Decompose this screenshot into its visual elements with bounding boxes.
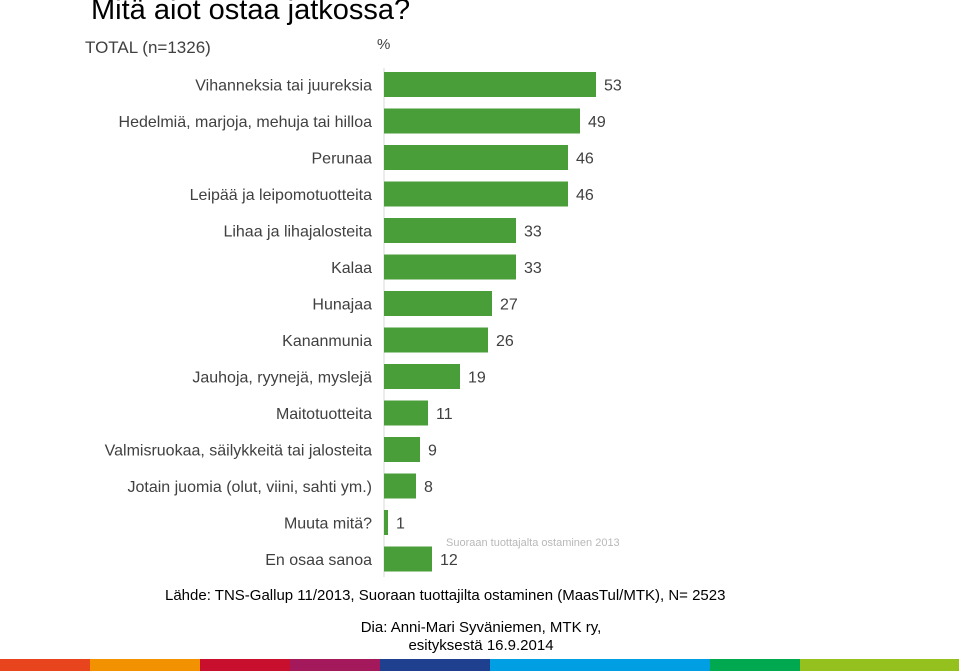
stripe-segment [800,659,959,671]
unit-label: % [377,36,391,53]
credit-line-1: Dia: Anni-Mari Syväniemen, MTK ry, [360,619,602,636]
category-label: Hunajaa [312,297,372,314]
bar-0 [384,72,596,97]
bar-2 [384,145,568,170]
category-label: En osaa sanoa [265,552,372,569]
value-label: 11 [436,406,453,423]
bar-13 [384,546,432,572]
page-title: Mitä aiot ostaa jatkossa? [91,0,411,26]
bar-8 [384,364,460,389]
category-label: Muuta mitä? [284,516,372,533]
stripe-segment [490,659,710,671]
category-label: Kananmunia [282,333,372,350]
value-label: 26 [496,333,514,350]
value-label: 33 [524,224,542,241]
credit-line-2: esityksestä 16.9.2014 [408,637,554,654]
chart-subtitle: TOTAL (n=1326) [85,38,211,57]
category-label: Vihanneksia tai juureksia [195,78,372,95]
bar-6 [384,291,492,316]
stripe-segment [0,659,90,671]
category-label: Lihaa ja lihajalosteita [223,224,372,241]
category-label: Maitotuotteita [276,406,372,423]
bar-9 [384,400,428,426]
source-note: Lähde: TNS-Gallup 11/2013, Suoraan tuott… [165,587,726,604]
stripe-segment [380,659,490,671]
color-stripe [0,659,959,671]
bar-10 [384,437,420,462]
category-label: Hedelmiä, marjoja, mehuja tai hilloa [119,114,373,131]
bar-7 [384,327,488,353]
stripe-segment [710,659,800,671]
value-label: 27 [500,297,518,314]
value-label: 33 [524,260,542,277]
value-label: 46 [576,187,594,204]
category-label: Leipää ja leipomotuotteita [190,187,372,204]
value-label: 53 [604,78,622,95]
bar-5 [384,254,516,280]
bar-4 [384,218,516,243]
category-label: Perunaa [312,151,373,168]
value-label: 8 [424,479,433,496]
stripe-segment [90,659,200,671]
chart-watermark: Suoraan tuottajalta ostaminen 2013 [446,537,620,549]
value-label: 9 [428,443,437,460]
bar-12 [384,510,388,535]
stripe-segment [200,659,290,671]
value-label: 46 [576,151,594,168]
value-label: 19 [468,370,486,387]
bar-chart: Vihanneksia tai juureksia 53 Hedelmiä, mar… [105,68,622,577]
category-label: Valmisruokaa, säilykkeitä tai jalosteita [105,443,372,460]
category-label: Jotain juomia (olut, viini, sahti ym.) [127,479,372,496]
bar-3 [384,181,568,207]
credit-note: Dia: Anni-Mari Syväniemen, MTK ry, esity… [350,619,612,655]
stripe-segment [290,659,380,671]
category-label: Jauhoja, ryynejä, myslejä [192,370,372,387]
value-label: 12 [440,552,458,569]
bar-1 [384,108,580,134]
bar-11 [384,473,416,499]
value-label: 49 [588,114,606,131]
value-label: 1 [396,516,405,533]
category-label: Kalaa [331,260,372,277]
